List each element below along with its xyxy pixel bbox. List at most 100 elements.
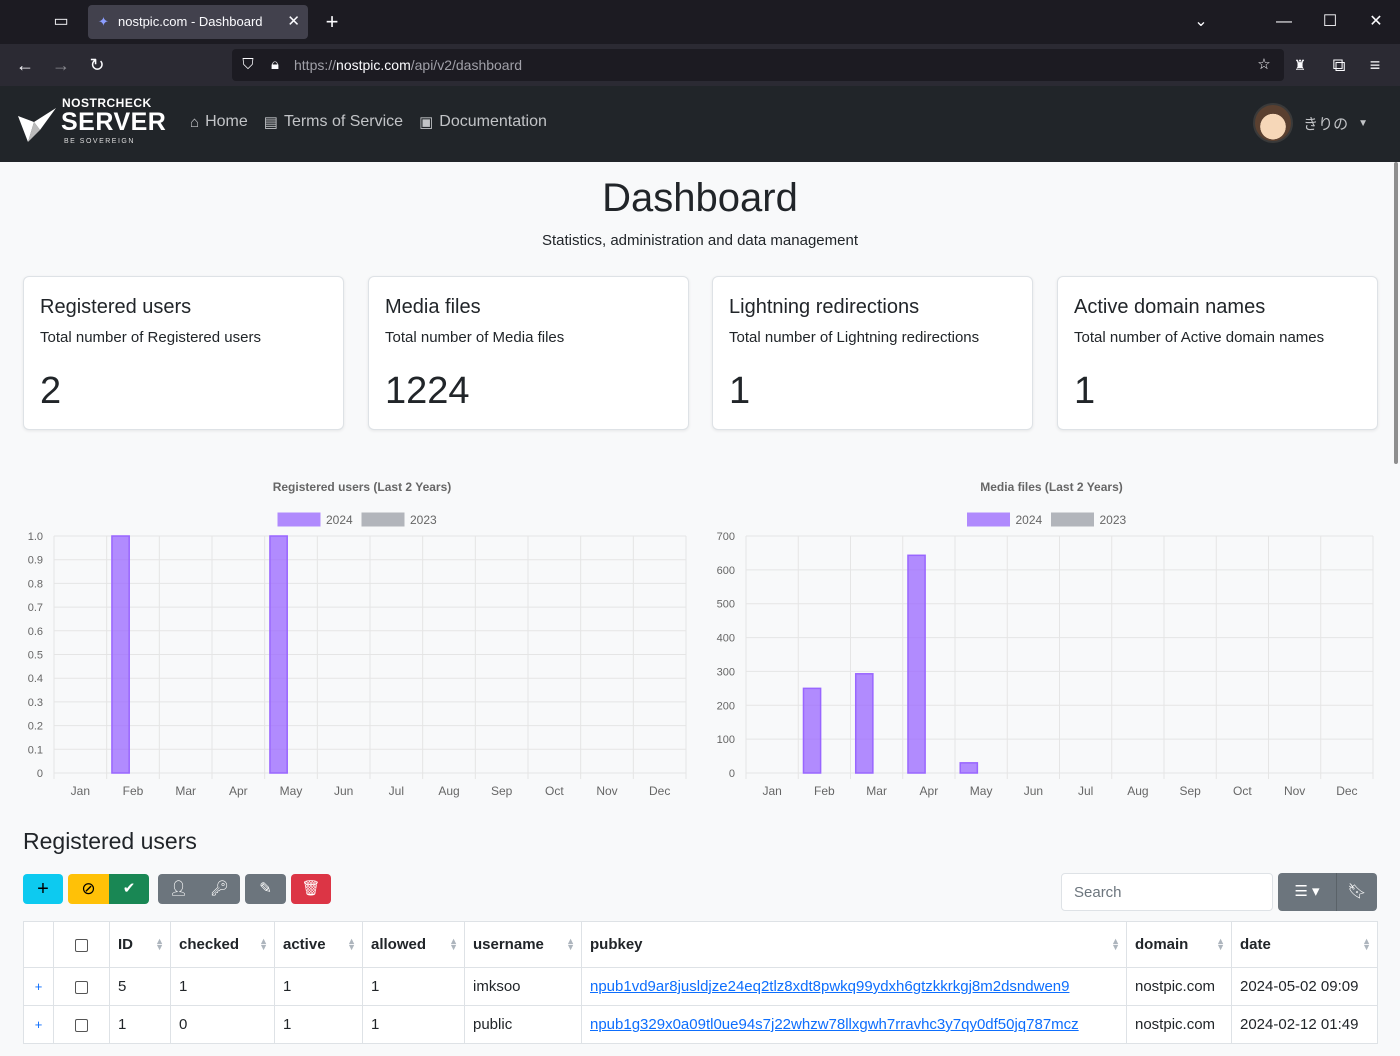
cell-domain[interactable]: nostpic.com (1126, 967, 1232, 1006)
expand-header (23, 921, 54, 968)
x-tick-label: Sep (1179, 784, 1201, 798)
y-tick-label: 0 (37, 768, 43, 780)
nav-home[interactable]: ⌂ Home (190, 113, 248, 131)
nav-documentation[interactable]: ▣ Documentation (419, 113, 547, 131)
minimize-icon[interactable]: — (1276, 13, 1292, 30)
close-tab-icon[interactable]: ✕ (287, 13, 300, 30)
x-tick-label: Sep (491, 784, 513, 798)
close-window-icon[interactable]: ✕ (1369, 13, 1383, 30)
col-pubkey[interactable]: pubkey ▲ ▼ (581, 921, 1127, 968)
pubkey-link[interactable]: npub1g329x0a09tl0ue94s7j22whzw78llxgwh7r… (590, 1016, 1079, 1033)
sort-icon: ▲ ▼ (1362, 936, 1371, 952)
x-tick-label: Jun (1024, 784, 1043, 798)
shield-icon[interactable]: ⛉ (242, 56, 254, 73)
row-checkbox[interactable] (75, 980, 88, 994)
y-tick-label: 0.4 (28, 673, 43, 685)
bookmark-button[interactable]: 🔖︎ (1336, 873, 1377, 911)
sort-icon: ▲ ▼ (155, 936, 164, 952)
user-name: きりの (1303, 115, 1349, 133)
bookmark-star-icon[interactable]: ☆ (1257, 56, 1271, 73)
legend-swatch-2024 (967, 512, 1010, 527)
cell-pubkey: npub1vd9ar8jusldjze24eq2tlz8xdt8pwkq99yd… (581, 967, 1127, 1006)
caret-down-icon: ▼ (1358, 117, 1368, 129)
x-tick-label: May (970, 784, 993, 798)
lock-icon[interactable]: 🔒︎ (271, 56, 279, 73)
cell-allowed[interactable]: 1 (362, 967, 465, 1006)
columns-dropdown-button[interactable]: ☰ ▾ (1278, 873, 1336, 911)
sort-icon: ▲ ▼ (449, 936, 458, 952)
stat-card-registered-users: Registered users Total number of Registe… (23, 276, 344, 430)
cell-username[interactable]: public (464, 1005, 582, 1044)
back-icon[interactable]: ← (16, 55, 34, 75)
chevron-down-icon[interactable]: ⌄ (1194, 13, 1208, 30)
x-tick-label: Jul (1078, 784, 1093, 798)
reload-icon[interactable]: ↻ (89, 55, 105, 75)
x-tick-label: Feb (123, 784, 144, 798)
hamburger-menu-icon[interactable]: ≡ (1369, 55, 1381, 75)
chart-media-files: Media files (Last 2 Years) 2024 2023 700 600… (706, 470, 1381, 815)
search-input[interactable] (1061, 873, 1273, 911)
browser-tab-active[interactable]: ✦ nostpic.com - Dashboard ✕ (88, 5, 308, 39)
y-tick-label: 0.2 (28, 721, 43, 733)
edit-button[interactable]: ✎ (245, 874, 286, 904)
main-nav: ⌂ Home ▤ Terms of Service ▣ Documentatio… (190, 113, 547, 131)
y-tick-label: 0.6 (28, 626, 43, 638)
expand-row-button[interactable]: + (23, 967, 54, 1006)
y-tick-label: 1.0 (28, 531, 43, 543)
user-dropdown[interactable]: きりの ▼ (1253, 103, 1368, 143)
cell-username[interactable]: imksoo (464, 967, 582, 1006)
cell-allowed[interactable]: 1 (362, 1005, 465, 1044)
select-all-checkbox[interactable] (75, 938, 88, 952)
cell-active[interactable]: 1 (274, 1005, 363, 1044)
col-active[interactable]: active ▲ ▼ (274, 921, 363, 968)
card-text: Total number of Media files (385, 329, 565, 346)
col-allowed[interactable]: allowed ▲ ▼ (362, 921, 465, 968)
col-domain[interactable]: domain ▲ ▼ (1126, 921, 1232, 968)
col-checked[interactable]: checked ▲ ▼ (170, 921, 275, 968)
cell-checked[interactable]: 1 (170, 967, 275, 1006)
nav-documentation-label: Documentation (439, 113, 547, 130)
col-id[interactable]: ID ▲ ▼ (109, 921, 171, 968)
page-scrollbar[interactable] (1394, 162, 1398, 464)
cell-active[interactable]: 1 (274, 967, 363, 1006)
cell-checked[interactable]: 0 (170, 1005, 275, 1044)
x-tick-label: Apr (920, 784, 939, 798)
legend-label-2024: 2024 (1016, 513, 1043, 527)
card-text: Total number of Active domain names (1074, 329, 1325, 346)
ban-button[interactable]: ⊘ (68, 874, 109, 904)
expand-row-button[interactable]: + (23, 1005, 54, 1044)
extension-icon[interactable]: ♜ (1293, 57, 1307, 73)
card-text: Total number of Lightning redirections (729, 329, 980, 346)
bar-2024-Feb (111, 535, 130, 774)
new-tab-icon[interactable]: + (325, 9, 339, 34)
sort-icon: ▲ ▼ (259, 936, 268, 952)
pubkey-link[interactable]: npub1vd9ar8jusldjze24eq2tlz8xdt8pwkq99yd… (590, 978, 1070, 995)
row-checkbox[interactable] (75, 1018, 88, 1032)
nav-terms[interactable]: ▤ Terms of Service (264, 113, 403, 131)
col-username[interactable]: username ▲ ▼ (464, 921, 582, 968)
forward-icon[interactable]: → (52, 55, 70, 75)
chart-registered-users: Registered users (Last 2 Years) 2024 2023 1… (14, 470, 694, 815)
user-button[interactable]: 👤︎ (158, 874, 199, 904)
y-tick-label: 500 (717, 599, 735, 611)
chart-media-files-svg: Media files (Last 2 Years) 2024 2023 700 600… (717, 480, 1374, 798)
card-title: Active domain names (1074, 296, 1266, 318)
approve-button[interactable]: ✔ (109, 874, 149, 904)
sort-icon: ▲ ▼ (347, 936, 356, 952)
y-tick-label: 0.3 (28, 697, 43, 709)
tab-list-icon[interactable]: ▭ (53, 13, 69, 30)
x-tick-label: Mar (175, 784, 196, 798)
key-button[interactable]: 🔑︎ (199, 874, 240, 904)
url-text[interactable]: https://nostpic.com/api/v2/dashboard (294, 57, 523, 73)
maximize-icon[interactable]: ☐ (1322, 13, 1338, 30)
x-tick-label: Nov (1284, 784, 1305, 798)
x-tick-label: Mar (866, 784, 887, 798)
col-date[interactable]: date ▲ ▼ (1231, 921, 1378, 968)
add-user-button[interactable]: + (23, 874, 63, 904)
url-bar[interactable]: ⛉ 🔒︎ https://nostpic.com/api/v2/dashboar… (232, 49, 1284, 81)
cell-domain[interactable]: nostpic.com (1126, 1005, 1232, 1044)
site-logo[interactable]: NOSTRCHECK SERVER BE SOVEREIGN (18, 96, 168, 152)
row-select-cell (53, 967, 110, 1006)
delete-button[interactable]: 🗑︎ (291, 874, 331, 904)
puzzle-icon[interactable]: ⧉ (1332, 55, 1346, 75)
